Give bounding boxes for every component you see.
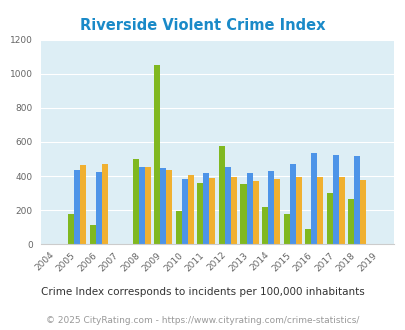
Bar xyxy=(273,180,279,244)
Bar xyxy=(246,173,252,244)
Bar xyxy=(295,177,301,244)
Bar xyxy=(154,65,160,244)
Bar xyxy=(289,164,295,244)
Bar xyxy=(102,164,108,244)
Bar xyxy=(139,167,145,244)
Text: Crime Index corresponds to incidents per 100,000 inhabitants: Crime Index corresponds to incidents per… xyxy=(41,287,364,297)
Bar xyxy=(80,165,86,244)
Bar xyxy=(310,153,316,244)
Bar xyxy=(209,178,215,244)
Bar xyxy=(353,156,359,244)
Bar xyxy=(224,168,230,244)
Bar xyxy=(304,229,310,244)
Bar xyxy=(96,172,102,244)
Bar xyxy=(218,146,224,244)
Bar xyxy=(283,214,289,244)
Bar xyxy=(359,180,365,244)
Bar xyxy=(188,176,194,244)
Bar xyxy=(240,184,246,244)
Bar xyxy=(230,177,237,244)
Bar xyxy=(181,179,188,244)
Text: © 2025 CityRating.com - https://www.cityrating.com/crime-statistics/: © 2025 CityRating.com - https://www.city… xyxy=(46,315,359,325)
Bar xyxy=(347,199,353,244)
Bar xyxy=(203,173,209,244)
Bar xyxy=(74,170,80,244)
Bar xyxy=(132,159,139,244)
Bar xyxy=(160,168,166,244)
Bar xyxy=(326,193,332,244)
Bar xyxy=(261,207,267,244)
Bar xyxy=(68,214,74,244)
Text: Riverside Violent Crime Index: Riverside Violent Crime Index xyxy=(80,18,325,33)
Bar xyxy=(332,155,338,244)
Bar xyxy=(175,211,181,244)
Bar xyxy=(197,183,203,244)
Bar xyxy=(338,177,344,244)
Bar xyxy=(90,225,96,244)
Bar xyxy=(252,181,258,244)
Bar xyxy=(145,167,151,244)
Bar xyxy=(166,170,172,244)
Bar xyxy=(267,171,273,244)
Bar xyxy=(316,177,322,244)
